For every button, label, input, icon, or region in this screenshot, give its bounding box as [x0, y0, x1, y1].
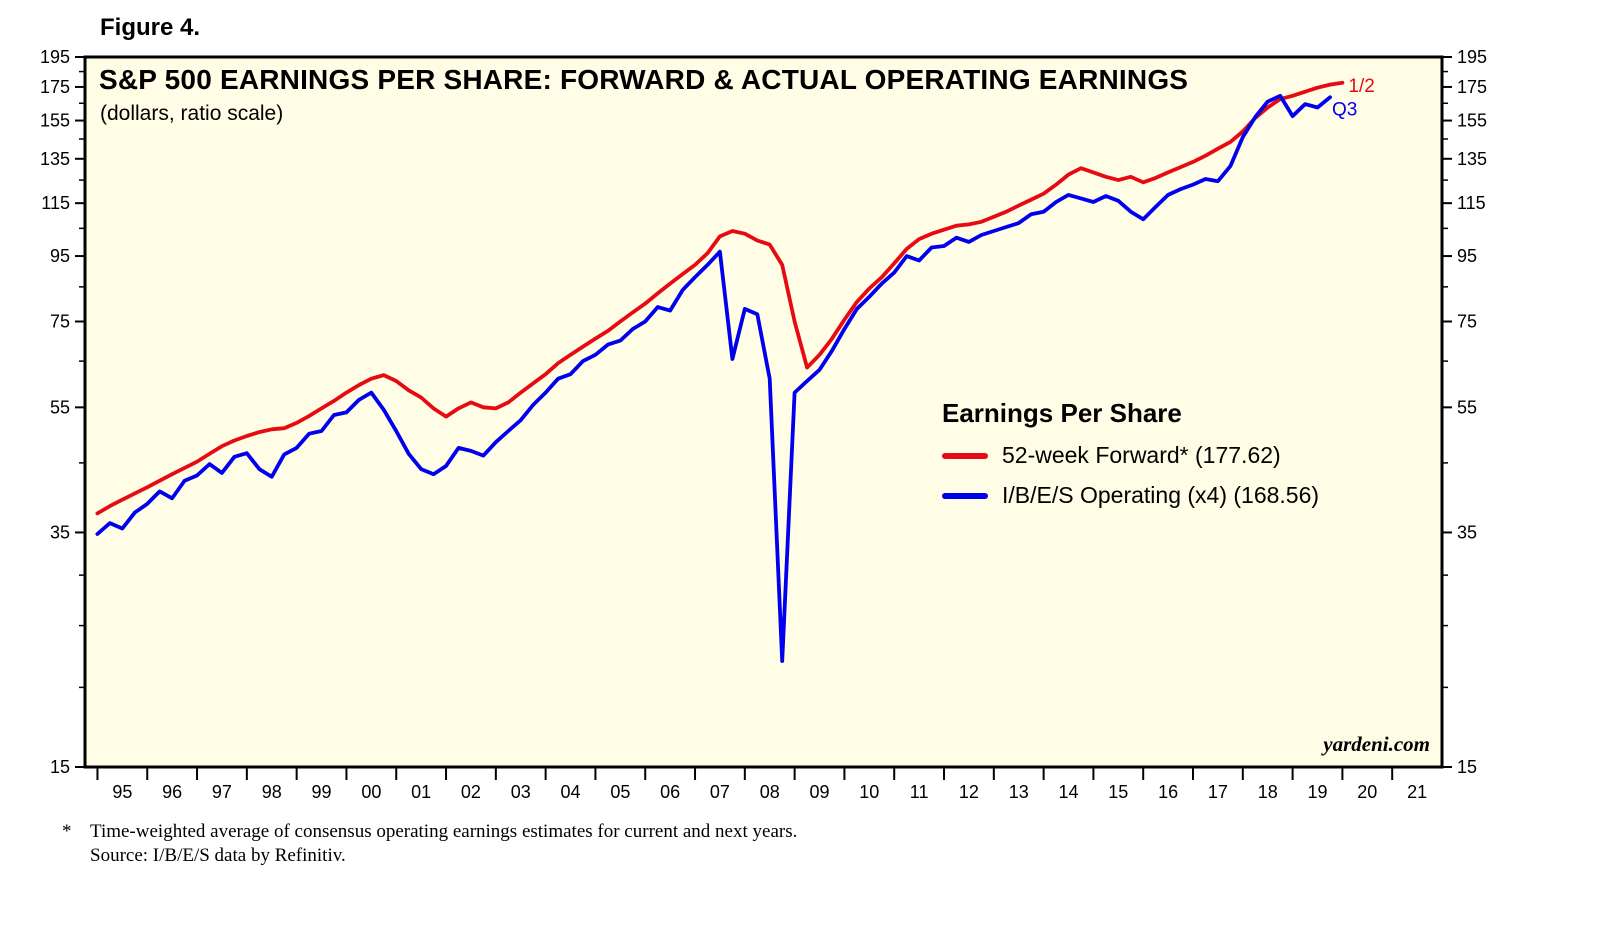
footnote-asterisk: *	[62, 821, 72, 842]
x-axis: 95 96 97 98 99 00 01 02 03 04 05 06 07 08 09 10 11 12 13 14…	[96, 767, 1427, 802]
y-tick-label-right: 115	[1457, 193, 1486, 213]
forward-line	[95, 80, 1345, 516]
y-tick-label-right: 195	[1457, 47, 1487, 67]
operating-line-swatch	[942, 492, 988, 499]
x-tick-label: 09	[810, 782, 830, 802]
x-tick-label: 12	[959, 782, 979, 802]
x-tick-label: 17	[1208, 782, 1228, 802]
y-axis: 15 15 35 35 55 55 75 75 95 95 115 115 135 135 155 155 17…	[40, 47, 1487, 777]
y-tick-label-left: 35	[50, 522, 70, 542]
x-tick-label: 02	[461, 782, 481, 802]
x-tick-label: 04	[561, 782, 581, 802]
legend-heading: Earnings Per Share	[942, 398, 1182, 428]
x-tick-label: 08	[760, 782, 780, 802]
x-tick-label: 20	[1357, 782, 1377, 802]
series-end-label: 1/2	[1348, 76, 1374, 97]
y-tick-label-left: 75	[50, 311, 70, 331]
x-tick-label: 16	[1158, 782, 1178, 802]
chart-title: S&P 500 EARNINGS PER SHARE: FORWARD & AC…	[99, 64, 1189, 95]
x-tick-label: 01	[411, 782, 431, 802]
y-tick-label-right: 35	[1457, 522, 1477, 542]
series-end-label: Q3	[1332, 99, 1357, 120]
y-tick-label-right: 15	[1457, 757, 1477, 777]
x-tick-label: 07	[710, 782, 730, 802]
y-tick-label-left: 15	[50, 757, 70, 777]
legend-label-operating: I/B/E/S Operating (x4) (168.56)	[1002, 482, 1320, 508]
x-tick-label: 06	[660, 782, 680, 802]
y-tick-label-left: 95	[50, 246, 70, 266]
x-tick-label: 96	[162, 782, 182, 802]
x-tick-label: 95	[112, 782, 132, 802]
plot-area	[83, 55, 1444, 769]
y-tick-label-right: 175	[1457, 77, 1487, 97]
x-tick-label: 00	[361, 782, 381, 802]
footnote-line-1: * Time-weighted average of consensus oper…	[62, 820, 797, 844]
footnote-text: Time-weighted average of consensus opera…	[90, 821, 798, 842]
watermark: yardeni.com	[1320, 732, 1430, 756]
y-tick-label-right: 55	[1457, 397, 1477, 417]
y-tick-label-left: 135	[40, 149, 70, 169]
legend: Earnings Per Share 52-week Forward* (177…	[942, 398, 1319, 509]
x-tick-label: 10	[859, 782, 879, 802]
footnote: * Time-weighted average of consensus oper…	[62, 820, 797, 868]
x-tick-label: 11	[910, 782, 929, 802]
x-tick-label: 99	[312, 782, 332, 802]
y-tick-label-right: 155	[1457, 111, 1487, 131]
x-tick-label: 15	[1108, 782, 1128, 802]
legend-item-forward: 52-week Forward* (177.62)	[942, 442, 1319, 469]
y-tick-label-left: 175	[40, 77, 70, 97]
x-tick-label: 18	[1258, 782, 1278, 802]
operating-line	[95, 93, 1332, 663]
y-tick-label-left: 55	[50, 397, 70, 417]
figure-label: Figure 4.	[100, 14, 201, 41]
x-tick-label: 13	[1009, 782, 1029, 802]
x-tick-label: 98	[262, 782, 282, 802]
forward-line-swatch	[942, 452, 988, 459]
x-tick-label: 05	[610, 782, 630, 802]
y-tick-label-right: 75	[1457, 311, 1477, 331]
series-lines	[95, 80, 1345, 663]
y-tick-label-left: 115	[41, 193, 70, 213]
footnote-source: Source: I/B/E/S data by Refinitiv.	[90, 845, 346, 866]
x-tick-label: 14	[1058, 782, 1078, 802]
eps-chart-svg: 15 15 35 35 55 55 75 75 95 95 115 115 135 135 155 155 17…	[40, 47, 1487, 802]
chart-subtitle: (dollars, ratio scale)	[100, 102, 284, 125]
legend-item-operating: I/B/E/S Operating (x4) (168.56)	[942, 482, 1319, 509]
legend-label-forward: 52-week Forward* (177.62)	[1002, 442, 1281, 468]
y-tick-label-right: 95	[1457, 246, 1477, 266]
y-tick-label-left: 155	[40, 111, 70, 131]
x-tick-label: 21	[1407, 782, 1427, 802]
x-tick-label: 03	[511, 782, 531, 802]
y-tick-label-right: 135	[1457, 149, 1487, 169]
x-tick-label: 19	[1307, 782, 1327, 802]
x-tick-label: 97	[212, 782, 232, 802]
y-tick-label-left: 195	[40, 47, 70, 67]
series-end-annotations: 1/2Q3	[1332, 76, 1375, 121]
